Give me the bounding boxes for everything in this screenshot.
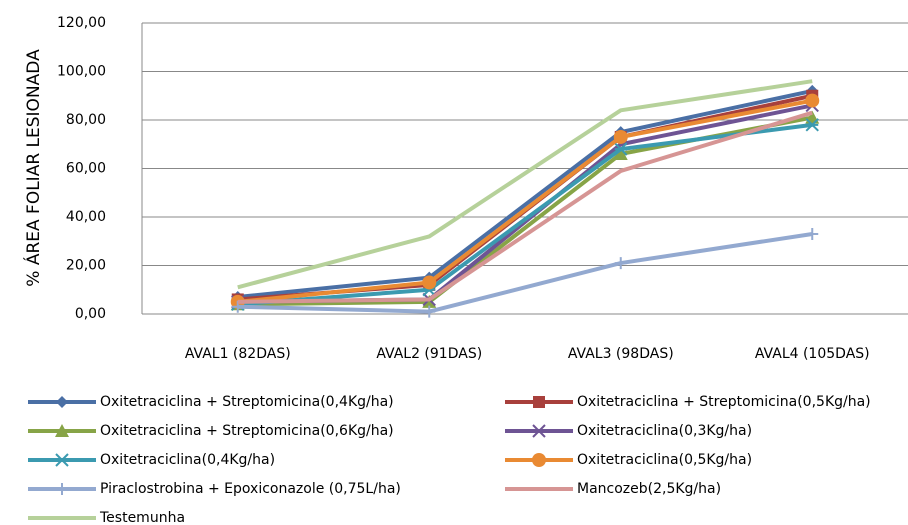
x-tick-label: AVAL3 (98DAS)	[568, 346, 674, 362]
marker	[533, 396, 545, 408]
marker	[613, 146, 628, 160]
legend-label: Oxitetraciclina(0,4Kg/ha)	[100, 452, 275, 468]
y-tick-label: 120,00	[57, 15, 106, 31]
marker	[532, 424, 546, 438]
marker	[231, 300, 244, 313]
marker	[805, 93, 820, 108]
series-line	[237, 79, 813, 290]
marker	[55, 424, 69, 437]
legend-label: Oxitetraciclina(0,3Kg/ha)	[577, 423, 752, 439]
y-tick-label: 40,00	[66, 209, 106, 225]
legend-label: Oxitetraciclina(0,5Kg/ha)	[577, 452, 752, 468]
series-line	[237, 98, 813, 304]
marker	[422, 275, 437, 290]
marker	[806, 227, 819, 240]
x-tick-label: AVAL2 (91DAS)	[376, 346, 482, 362]
y-tick-label: 0,00	[75, 306, 106, 322]
x-tick-label: AVAL4 (105DAS)	[755, 346, 870, 362]
marker	[613, 129, 628, 144]
x-tick-label: AVAL1 (82DAS)	[185, 346, 291, 362]
marker	[805, 118, 819, 132]
marker	[423, 305, 436, 318]
y-tick-label: 80,00	[66, 112, 106, 128]
series-line	[237, 93, 813, 302]
marker	[55, 453, 69, 467]
y-tick-label: 100,00	[57, 64, 106, 80]
series-line	[237, 110, 813, 304]
y-tick-label: 60,00	[66, 161, 106, 177]
marker	[614, 142, 628, 156]
legend-label: Testemunha	[99, 510, 185, 525]
series-line	[237, 231, 813, 314]
legend-label: Piraclostrobina + Epoxiconazole (0,75L/h…	[100, 481, 401, 497]
legend-label: Oxitetraciclina + Streptomicina(0,5Kg/ha…	[577, 394, 871, 410]
series-line	[237, 88, 813, 300]
y-axis-label: % ÁREA FOLIAR LESIONADA	[22, 49, 44, 287]
legend-label: Oxitetraciclina + Streptomicina(0,4Kg/ha…	[100, 394, 394, 410]
marker	[56, 483, 68, 495]
y-tick-label: 20,00	[66, 258, 106, 274]
marker	[56, 396, 68, 408]
series-line	[237, 122, 813, 307]
marker	[532, 453, 546, 467]
marker	[614, 257, 627, 270]
legend-label: Mancozeb(2,5Kg/ha)	[577, 481, 721, 497]
legend-label: Oxitetraciclina + Streptomicina(0,6Kg/ha…	[100, 423, 394, 439]
